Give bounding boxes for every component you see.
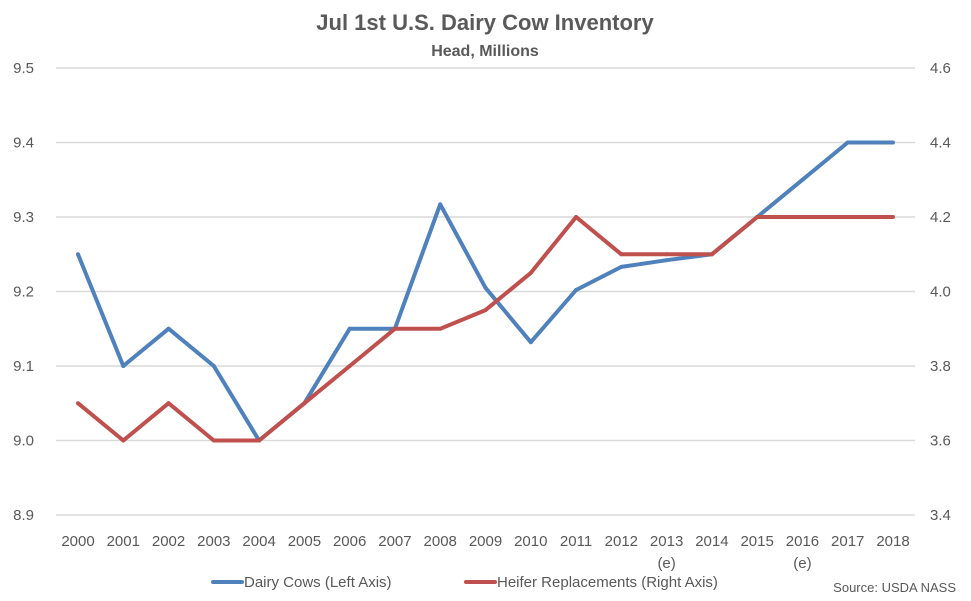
x-tick-label: 2004 [242, 533, 275, 550]
x-tick-label: 2002 [152, 533, 185, 550]
y-right-tick-label: 4.6 [930, 60, 951, 77]
x-tick-label: 2011 [560, 533, 592, 550]
data-point [392, 326, 397, 331]
x-tick-label: 2010 [514, 533, 547, 550]
y-left-tick-label: 9.1 [13, 358, 34, 375]
data-point [800, 215, 805, 219]
y-left-tick-label: 9.4 [13, 135, 34, 152]
data-point [800, 177, 805, 182]
chart-title: Jul 1st U.S. Dairy Cow Inventory [316, 10, 654, 35]
data-point [121, 438, 126, 443]
source-note: Source: USDA NASS [833, 580, 956, 595]
y-left-tick-label: 8.9 [13, 507, 34, 524]
x-tick-label: 2007 [378, 533, 411, 550]
x-tick-label: 2013 [650, 533, 683, 550]
x-tick-label: 2012 [605, 533, 638, 550]
data-point [76, 252, 80, 257]
x-tick-sublabel: (e) [657, 555, 675, 572]
x-tick-label: 2000 [61, 533, 94, 550]
data-point [619, 264, 624, 269]
data-point [664, 252, 669, 257]
x-tick-label: 2015 [740, 533, 773, 550]
data-point [76, 401, 80, 406]
data-point [347, 364, 352, 368]
data-point [121, 364, 126, 368]
data-point [891, 215, 895, 219]
x-tick-label: 2008 [424, 533, 457, 550]
x-tick-label: 2017 [831, 533, 864, 550]
x-tick-label: 2001 [107, 533, 140, 550]
data-point [528, 270, 533, 275]
x-tick-label: 2014 [695, 533, 728, 550]
data-point [438, 202, 443, 207]
legend-label: Heifer Replacements (Right Axis) [497, 574, 718, 591]
data-point [891, 140, 895, 145]
data-point [709, 252, 714, 257]
data-point [483, 285, 488, 290]
y-right-tick-label: 3.6 [930, 433, 951, 450]
data-point [664, 258, 669, 263]
data-point [845, 140, 850, 145]
data-point [302, 401, 307, 406]
data-point [211, 438, 216, 443]
x-tick-sublabel: (e) [793, 555, 811, 572]
y-left-tick-label: 9.3 [13, 209, 34, 226]
y-right-tick-label: 3.8 [930, 358, 951, 375]
x-tick-label: 2006 [333, 533, 366, 550]
x-tick-label: 2003 [197, 533, 230, 550]
y-right-tick-label: 4.2 [930, 209, 951, 226]
data-point [619, 252, 624, 257]
data-point [483, 308, 488, 313]
data-point [574, 215, 579, 219]
data-point [755, 215, 760, 219]
legend-label: Dairy Cows (Left Axis) [244, 574, 392, 591]
data-point [166, 326, 171, 331]
x-tick-label: 2018 [876, 533, 909, 550]
data-point [211, 364, 216, 368]
y-left-tick-label: 9.5 [13, 60, 34, 77]
chart-subtitle: Head, Millions [431, 43, 539, 60]
data-point [166, 401, 171, 406]
x-tick-label: 2005 [288, 533, 321, 550]
data-point [528, 340, 533, 345]
data-point [438, 326, 443, 331]
x-tick-label: 2009 [469, 533, 502, 550]
data-point [257, 438, 262, 443]
data-point [347, 326, 352, 331]
y-right-tick-label: 4.4 [930, 135, 951, 152]
data-point [574, 288, 579, 293]
y-left-tick-label: 9.2 [13, 284, 34, 301]
x-tick-label: 2016 [786, 533, 819, 550]
y-right-tick-label: 4.0 [930, 284, 951, 301]
series-line-heifer-replacements [76, 215, 893, 443]
data-point [845, 215, 850, 219]
y-left-tick-label: 9.0 [13, 433, 34, 450]
y-right-tick-label: 3.4 [930, 507, 951, 524]
